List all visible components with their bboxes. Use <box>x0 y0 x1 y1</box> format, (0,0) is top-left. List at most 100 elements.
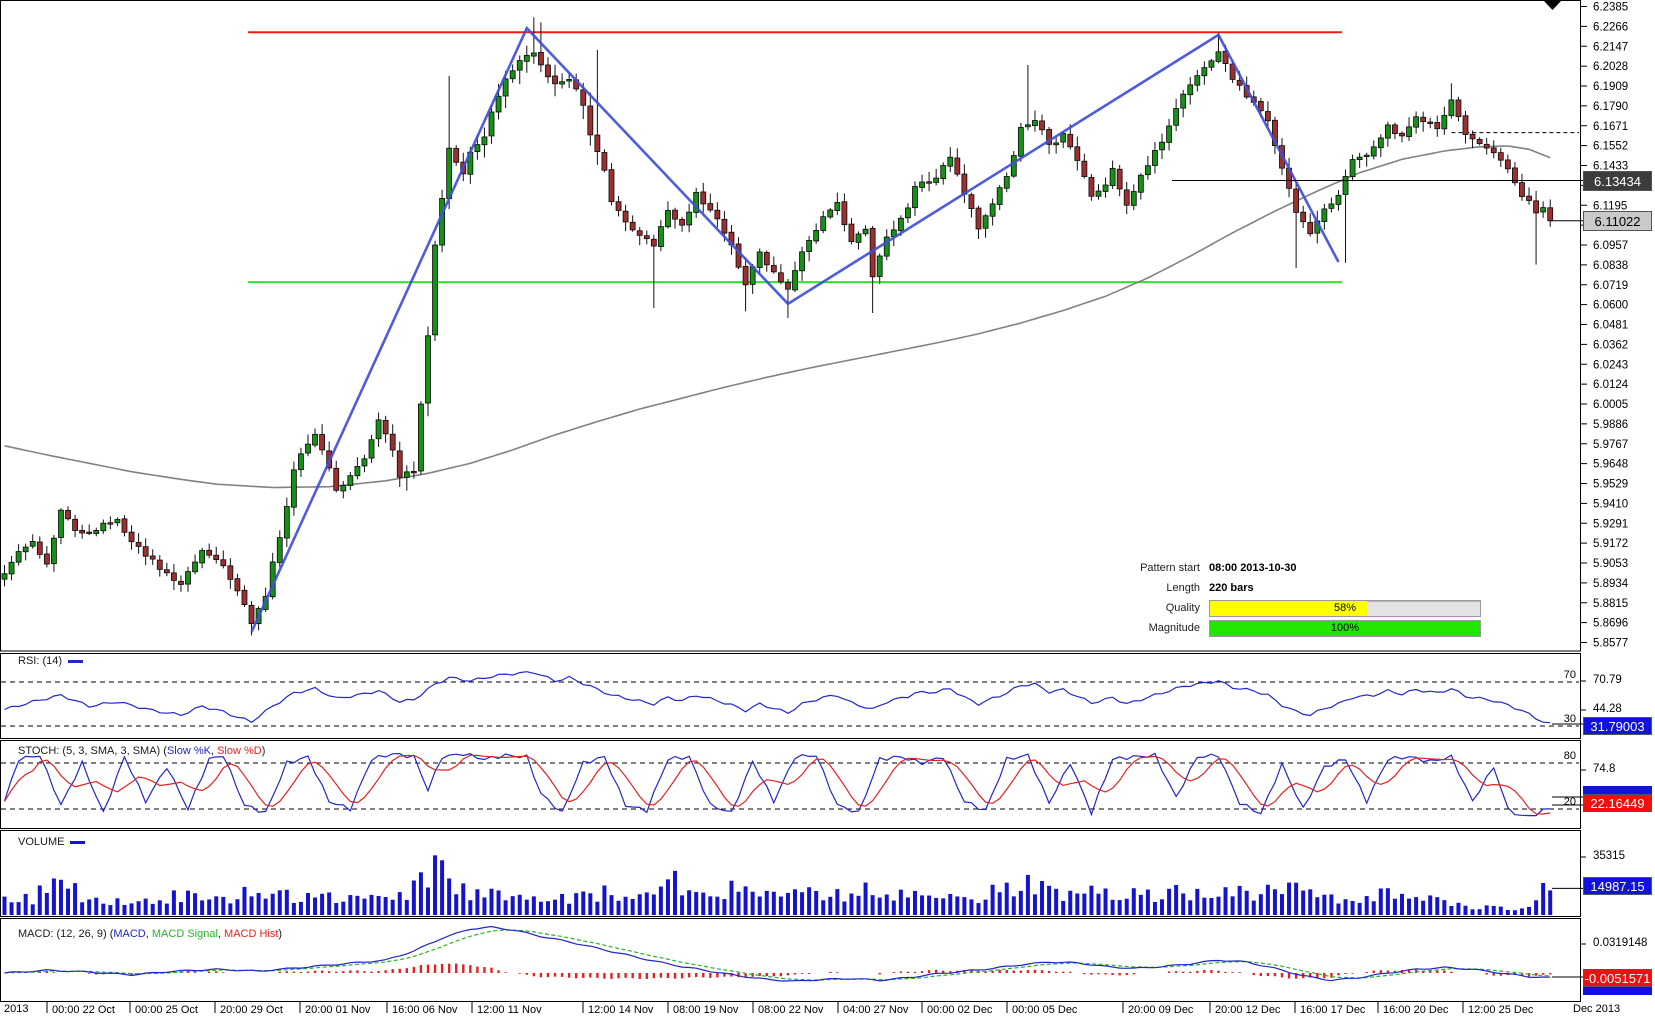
candle-up <box>792 270 798 291</box>
volume-bar <box>58 879 63 915</box>
scroll-marker-triangle-icon[interactable] <box>1544 1 1561 10</box>
volume-bar <box>1301 890 1306 915</box>
candle-down <box>241 589 248 605</box>
rsi-axis-label-lower: 44.28 <box>1593 703 1622 715</box>
macd-hist-bar <box>779 973 783 977</box>
candle-up <box>375 419 382 440</box>
candle-up <box>1441 114 1448 130</box>
candle-down <box>156 559 163 570</box>
macd-hist-bar <box>998 969 1001 973</box>
panel-border <box>0 653 1581 739</box>
macd-hist-bar <box>553 973 557 977</box>
volume-bar <box>1188 900 1193 915</box>
candle-up <box>996 187 1003 205</box>
price-tick-label: 6.2385 <box>1593 2 1628 14</box>
time-tick-label: 12:00 25 Dec <box>1468 1004 1534 1016</box>
macd-hist-bar <box>440 963 444 973</box>
candle-up <box>51 537 57 565</box>
volume-bar <box>814 890 819 915</box>
macd-hist-bar <box>645 973 648 979</box>
macd-hist-bar <box>617 973 620 979</box>
macd-hist-bar <box>384 970 387 973</box>
volume-bar <box>792 889 797 915</box>
candle-down <box>975 207 982 230</box>
macd-hist-bar <box>1309 973 1312 978</box>
candle-up <box>665 210 671 228</box>
rsi-panel[interactable] <box>1 671 1580 727</box>
candle-up <box>1328 203 1335 209</box>
candle-up <box>1215 51 1222 62</box>
macd-hist-bar <box>497 970 500 973</box>
volume-bar <box>778 896 783 915</box>
main-price-panel[interactable] <box>1 17 1580 636</box>
macd-hist-bar <box>1443 970 1446 973</box>
price-tick-label: 5.8934 <box>1593 578 1629 590</box>
candle-up <box>114 519 121 524</box>
volume-bar <box>807 887 812 915</box>
macd-hist-bar <box>737 973 740 978</box>
macd-hist-bar <box>702 973 705 978</box>
volume-bar <box>249 896 254 915</box>
macd-hist-bar <box>419 965 423 973</box>
volume-bar <box>1089 885 1094 915</box>
price-tick-label: 5.9410 <box>1593 498 1628 510</box>
time-tick-label: 20:00 12 Dec <box>1215 1004 1281 1016</box>
volume-bar <box>242 886 247 915</box>
macd-hist-bar <box>1231 972 1234 973</box>
macd-hist-bar <box>45 971 49 973</box>
volume-bar <box>877 897 882 915</box>
candle-down <box>86 531 93 534</box>
time-tick-label: 04:00 27 Nov <box>843 1004 909 1016</box>
pattern-length-value: 220 bars <box>1209 582 1254 594</box>
volume-bar <box>200 900 205 915</box>
candle-up <box>1060 133 1067 143</box>
volume-bar <box>157 900 162 915</box>
volume-bar <box>94 897 99 915</box>
volume-bar <box>164 903 169 915</box>
candle-up <box>432 244 438 336</box>
volume-bar <box>1519 908 1524 915</box>
macd-hist-bar <box>1429 971 1432 973</box>
candle-down <box>1483 143 1490 149</box>
candle-up <box>855 233 862 243</box>
candle-down <box>735 243 742 268</box>
macd-hist-bar <box>772 973 776 977</box>
candle-up <box>1356 156 1363 161</box>
volume-bar <box>1096 893 1101 915</box>
macd-hist-bar <box>1069 971 1072 973</box>
quality-progress-fill <box>1210 600 1367 616</box>
volume-panel[interactable] <box>2 855 1553 915</box>
macd-hist-bar <box>687 973 691 978</box>
volume-bar <box>1392 898 1397 915</box>
volume-bar <box>553 899 558 915</box>
macd-panel-header: MACD: (12, 26, 9) (MACD, MACD Signal, MA… <box>18 928 282 941</box>
macd-hist-bar <box>899 971 903 973</box>
candle-down <box>248 604 255 624</box>
volume-bar <box>1371 901 1376 915</box>
volume-bar <box>256 892 261 915</box>
candle-up <box>1342 176 1349 195</box>
candle-down <box>142 546 149 557</box>
macd-hist-bar <box>137 973 140 974</box>
price-tick-label: 6.1195 <box>1593 200 1627 212</box>
candle-up <box>8 561 15 575</box>
volume-bar <box>376 895 381 915</box>
volume-bar <box>708 896 713 915</box>
panel-border <box>0 830 1581 917</box>
macd-hist-bar <box>638 973 641 979</box>
volume-bar <box>1414 897 1419 915</box>
candle-down <box>135 541 142 547</box>
macd-panel[interactable] <box>4 925 1552 982</box>
volume-bar <box>1131 888 1136 915</box>
volume-bar <box>1463 905 1468 915</box>
magnitude-progress-fill <box>1210 620 1480 636</box>
volume-bar <box>1534 900 1539 915</box>
macd-hist-bar <box>829 971 832 973</box>
stoch-panel[interactable] <box>1 752 1580 817</box>
macd-hist-bar <box>335 971 338 973</box>
volume-bar <box>129 903 134 915</box>
macd-hist-bar <box>342 971 345 973</box>
macd-hist-bar <box>984 971 987 973</box>
volume-bar <box>418 872 423 915</box>
